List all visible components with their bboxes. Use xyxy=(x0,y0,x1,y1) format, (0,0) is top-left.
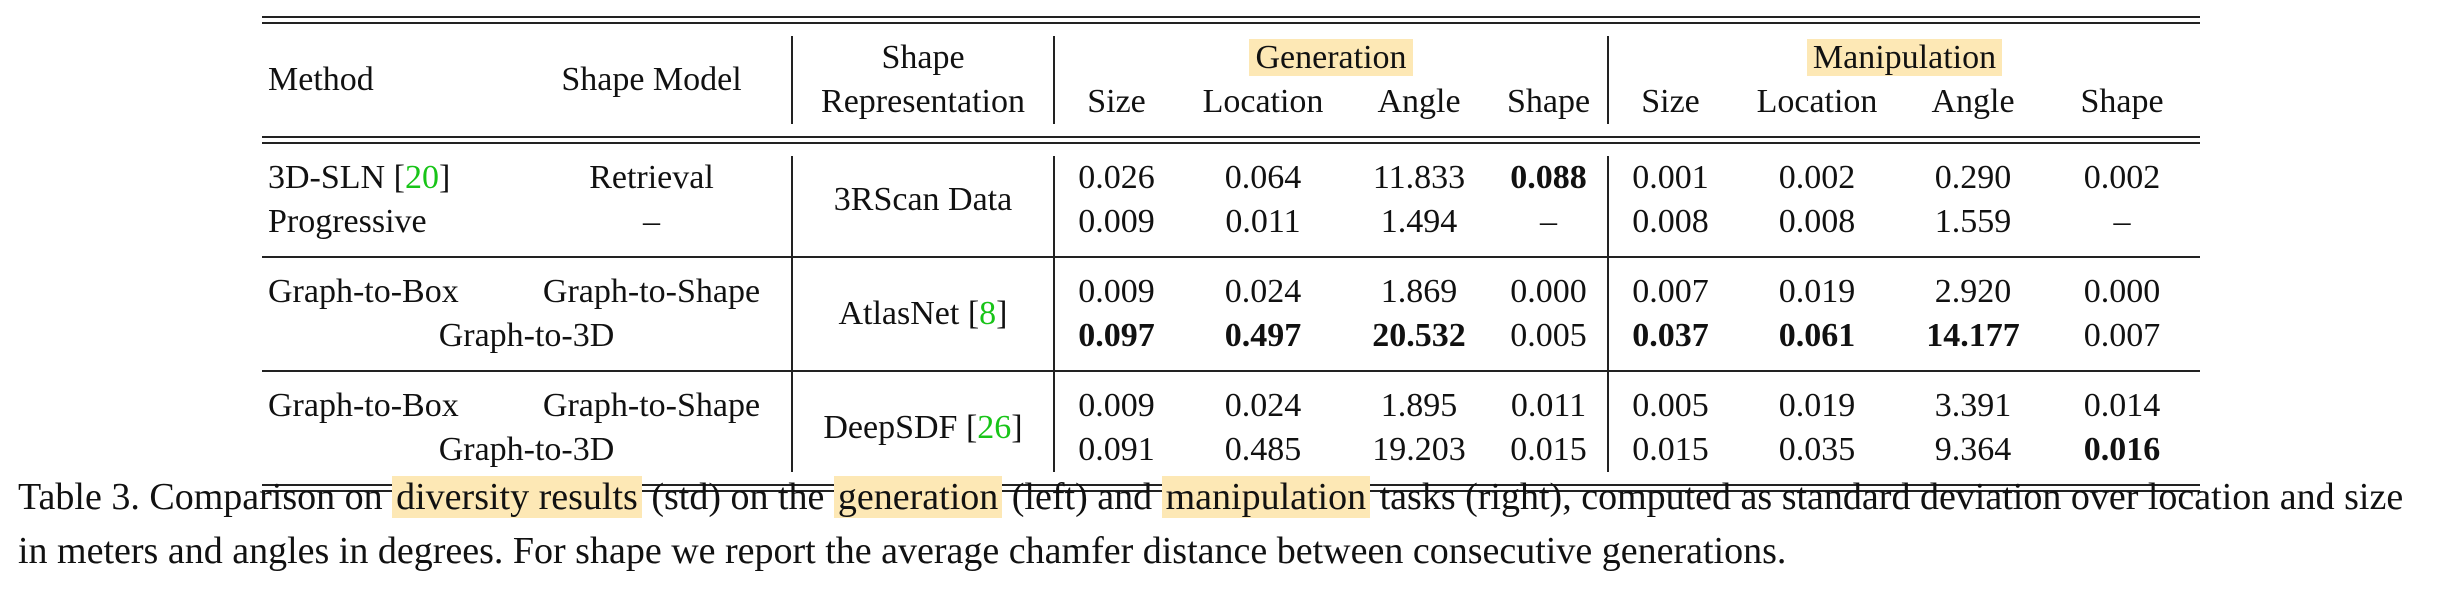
citation-link[interactable]: 26 xyxy=(977,409,1012,446)
table-row: Graph-to-3D 0.097 0.497 20.532 0.005 0.0… xyxy=(262,314,2200,358)
table-row: 3D-SLN [20] Retrieval 3RScan Data 0.026 … xyxy=(262,156,2200,244)
method-cell: 3D-SLN [20] xyxy=(268,159,451,196)
value-cell: 0.007 xyxy=(1607,270,1732,314)
header-man-location: Location xyxy=(1756,83,1878,120)
header-generation: Generation xyxy=(1053,36,1608,80)
header-shape-rep-line1: Shape xyxy=(791,36,1054,80)
value-cell: 0.000 xyxy=(1510,273,1587,310)
manipulation-highlight: Manipulation xyxy=(1806,39,2003,76)
header-row-2: Representation Size Location Angle Shape… xyxy=(262,80,2200,124)
value-cell: 0.005 xyxy=(1607,384,1732,428)
generation-highlight: Generation xyxy=(1249,39,1413,76)
shape-model-cell: Graph-to-Shape xyxy=(542,273,761,310)
header-gen-size: Size xyxy=(1053,80,1178,124)
value-cell: 0.000 xyxy=(2083,273,2161,310)
value-cell: 0.002 xyxy=(1778,159,1856,196)
shape-model-cell: Graph-to-Shape xyxy=(542,387,761,424)
value-cell: 0.009 xyxy=(1053,270,1178,314)
value-cell: 2.920 xyxy=(1934,273,2012,310)
value-cell: 0.008 xyxy=(1607,200,1732,244)
value-cell: 1.869 xyxy=(1380,273,1458,310)
value-cell: 0.019 xyxy=(1778,273,1856,310)
value-cell: 0.035 xyxy=(1778,431,1856,468)
representation-cell: AtlasNet [8] xyxy=(791,270,1054,358)
value-cell: 0.024 xyxy=(1224,273,1302,310)
value-cell: 0.008 xyxy=(1778,203,1856,240)
highlight-diversity: diversity results xyxy=(392,476,642,518)
table-row: Progressive – 0.009 0.011 1.494 – 0.008 … xyxy=(262,200,2200,244)
representation-cell: DeepSDF [26] xyxy=(791,384,1054,472)
method-cell: Graph-to-3D xyxy=(438,317,615,354)
value-cell-best: 0.016 xyxy=(2083,431,2161,468)
value-cell: 0.014 xyxy=(2083,387,2161,424)
value-cell: 0.015 xyxy=(1607,428,1732,472)
value-cell: 3.391 xyxy=(1934,387,2012,424)
value-cell: 0.026 xyxy=(1053,156,1178,200)
shape-model-cell: Retrieval xyxy=(589,159,714,196)
results-table: Method Shape Model Shape Generation Mani… xyxy=(262,16,2200,492)
citation-link[interactable]: 8 xyxy=(979,295,997,332)
table-row: Graph-to-3D 0.091 0.485 19.203 0.015 0.0… xyxy=(262,428,2200,472)
highlight-manipulation: manipulation xyxy=(1161,476,1371,518)
method-cell: Progressive xyxy=(268,203,427,240)
top-rule xyxy=(262,16,2200,24)
value-cell: 0.011 xyxy=(1225,203,1301,240)
value-cell: 0.002 xyxy=(2083,159,2161,196)
highlight-generation: generation xyxy=(833,476,1003,518)
value-cell: 9.364 xyxy=(1934,431,2012,468)
value-cell: 1.559 xyxy=(1934,203,2012,240)
value-cell: 1.895 xyxy=(1380,387,1458,424)
header-man-angle: Angle xyxy=(1931,83,2015,120)
header-gen-shape: Shape xyxy=(1506,83,1591,120)
value-cell-best: 0.088 xyxy=(1510,159,1587,196)
value-cell: 11.833 xyxy=(1372,159,1466,196)
value-cell-best: 14.177 xyxy=(1926,317,2020,354)
table-row: Graph-to-Box Graph-to-Shape DeepSDF [26]… xyxy=(262,384,2200,472)
value-cell-best: 0.497 xyxy=(1224,317,1302,354)
value-cell: 0.485 xyxy=(1224,431,1302,468)
value-cell: 0.005 xyxy=(1510,317,1587,354)
value-cell: 0.011 xyxy=(1510,387,1587,424)
value-cell-best: 0.061 xyxy=(1778,317,1856,354)
value-cell: – xyxy=(2113,203,2131,240)
value-cell: 0.024 xyxy=(1224,387,1302,424)
table-row: Graph-to-Box Graph-to-Shape AtlasNet [8]… xyxy=(262,270,2200,358)
value-cell: 1.494 xyxy=(1380,203,1458,240)
header-shape-model: Shape Model xyxy=(561,61,742,98)
table-caption: Table 3. Comparison on diversity results… xyxy=(18,476,2404,572)
value-cell: 0.064 xyxy=(1224,159,1302,196)
header-rule xyxy=(262,136,2200,144)
value-cell: 0.091 xyxy=(1053,428,1178,472)
method-cell: Graph-to-3D xyxy=(438,431,615,468)
value-cell: 0.009 xyxy=(1053,384,1178,428)
value-cell: 0.007 xyxy=(2083,317,2161,354)
header-method: Method xyxy=(268,61,374,98)
header-shape-rep-line2: Representation xyxy=(791,80,1054,124)
value-cell: 0.015 xyxy=(1510,431,1587,468)
value-cell-best: 20.532 xyxy=(1372,317,1466,354)
header-manipulation: Manipulation xyxy=(1607,36,2200,80)
value-cell: 0.019 xyxy=(1778,387,1856,424)
value-cell: – xyxy=(1540,203,1557,240)
value-cell-best: 0.097 xyxy=(1053,314,1178,358)
value-cell-best: 0.037 xyxy=(1607,314,1732,358)
representation-cell: 3RScan Data xyxy=(791,156,1054,244)
header-gen-location: Location xyxy=(1202,83,1324,120)
header-gen-angle: Angle xyxy=(1377,83,1461,120)
header-man-size: Size xyxy=(1607,80,1732,124)
shape-model-cell: – xyxy=(643,203,660,240)
value-cell: 0.001 xyxy=(1607,156,1732,200)
header-man-shape: Shape xyxy=(2080,83,2164,120)
citation-link[interactable]: 20 xyxy=(404,159,439,196)
value-cell: 0.290 xyxy=(1934,159,2012,196)
header-row-1: Method Shape Model Shape Generation Mani… xyxy=(262,36,2200,98)
value-cell: 0.009 xyxy=(1053,200,1178,244)
method-cell: Graph-to-Box xyxy=(268,273,459,310)
value-cell: 19.203 xyxy=(1372,431,1466,468)
method-cell: Graph-to-Box xyxy=(268,387,459,424)
